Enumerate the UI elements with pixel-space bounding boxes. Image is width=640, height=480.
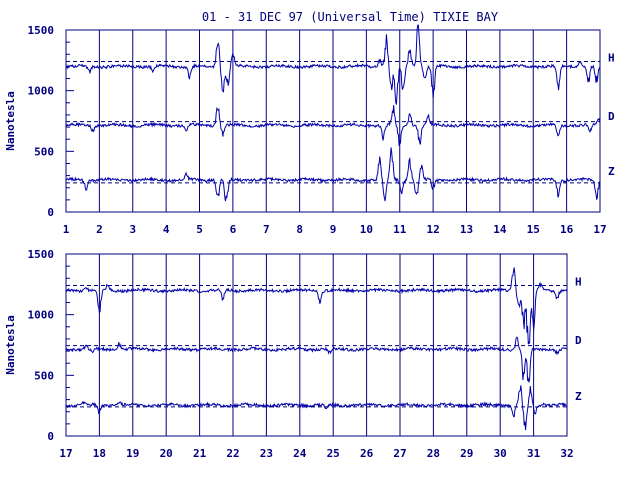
y-tick-label: 500	[34, 369, 54, 382]
series-label-d: D	[575, 334, 582, 347]
x-tick-label: 1	[63, 223, 70, 236]
x-tick-label: 23	[260, 447, 273, 460]
x-tick-label: 13	[460, 223, 473, 236]
x-tick-label: 2	[96, 223, 103, 236]
x-tick-label: 25	[327, 447, 340, 460]
x-tick-label: 30	[494, 447, 507, 460]
trace-z	[65, 147, 601, 202]
y-axis-label: Nanotesla	[4, 91, 17, 151]
x-tick-label: 14	[493, 223, 507, 236]
x-tick-label: 5	[196, 223, 203, 236]
chart-title: 01 - 31 DEC 97 (Universal Time) TIXIE BA…	[202, 10, 499, 24]
series-label-z: Z	[575, 390, 582, 403]
x-tick-label: 20	[160, 447, 173, 460]
x-tick-label: 31	[527, 447, 541, 460]
y-tick-label: 1000	[28, 85, 55, 98]
x-tick-label: 7	[263, 223, 270, 236]
bottom-panel: 17 18 19 20 21 22 23 24 25 26 27 28 29 30 31 32 0 500 1000…	[4, 248, 582, 460]
plot-frame	[65, 253, 568, 437]
y-tick-label: 0	[47, 206, 54, 219]
y-tick-label: 500	[34, 145, 54, 158]
x-tick-label: 19	[126, 447, 139, 460]
x-tick-label: 22	[226, 447, 239, 460]
trace-h	[65, 267, 568, 345]
x-tick-label: 21	[193, 447, 207, 460]
x-tick-label: 17	[59, 447, 72, 460]
series-label-h: H	[608, 51, 615, 64]
trace-h	[65, 24, 601, 105]
series-label-d: D	[608, 110, 615, 123]
x-tick-label: 10	[360, 223, 373, 236]
x-tick-label: 12	[427, 223, 440, 236]
y-tick-label: 1000	[28, 309, 55, 322]
trace-d	[65, 336, 568, 383]
x-tick-label: 3	[129, 223, 136, 236]
y-tick-label: 1500	[28, 24, 55, 37]
x-tick-label: 17	[593, 223, 606, 236]
x-tick-label: 6	[230, 223, 237, 236]
x-tick-label: 29	[460, 447, 473, 460]
x-tick-label: 16	[560, 223, 574, 236]
y-tick-label: 1500	[28, 248, 55, 261]
x-tick-label: 27	[393, 447, 406, 460]
series-label-h: H	[575, 275, 582, 288]
y-axis-label: Nanotesla	[4, 315, 17, 375]
x-tick-label: 9	[330, 223, 337, 236]
x-tick-label: 15	[527, 223, 540, 236]
y-tick-label: 0	[47, 430, 54, 443]
series-label-z: Z	[608, 165, 615, 178]
x-tick-label: 24	[293, 447, 307, 460]
trace-d	[65, 105, 601, 147]
x-tick-label: 18	[93, 447, 106, 460]
x-tick-label: 11	[393, 223, 407, 236]
x-tick-label: 4	[163, 223, 170, 236]
top-panel: 1 2 3 4 5 6 7 8 9 10 11 12 13 14 15 16 17050010001500Nan…	[4, 24, 615, 236]
x-tick-label: 32	[560, 447, 573, 460]
x-tick-label: 28	[427, 447, 440, 460]
x-tick-label: 8	[296, 223, 303, 236]
trace-z	[65, 385, 568, 431]
x-tick-label: 26	[360, 447, 374, 460]
